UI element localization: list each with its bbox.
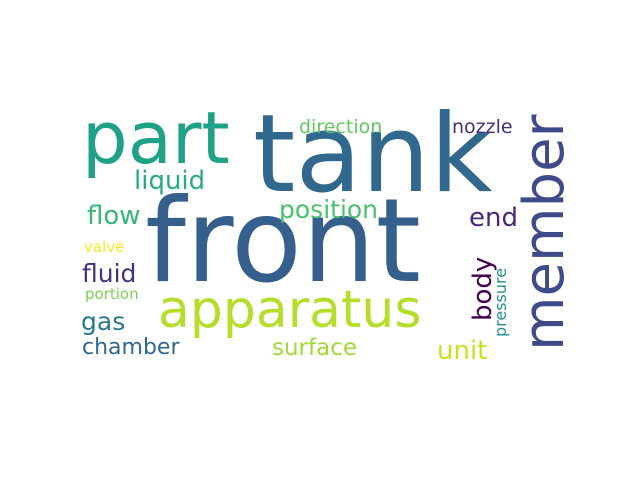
- word-portion: portion: [85, 287, 139, 302]
- word-part: part: [82, 102, 230, 174]
- word-flow: flow: [87, 203, 141, 229]
- word-chamber: chamber: [82, 337, 180, 359]
- word-position: position: [279, 197, 378, 222]
- word-member: member: [517, 114, 573, 351]
- word-valve: valve: [84, 240, 124, 255]
- word-unit: unit: [437, 338, 487, 364]
- word-nozzle: nozzle: [452, 118, 513, 137]
- word-pressure: pressure: [493, 268, 509, 337]
- word-liquid: liquid: [134, 168, 205, 194]
- word-end: end: [469, 205, 518, 231]
- word-gas: gas: [81, 309, 125, 334]
- word-apparatus: apparatus: [158, 284, 421, 336]
- word-direction: direction: [299, 118, 382, 137]
- word-surface: surface: [272, 337, 357, 360]
- word-fluid: fluid: [82, 261, 136, 286]
